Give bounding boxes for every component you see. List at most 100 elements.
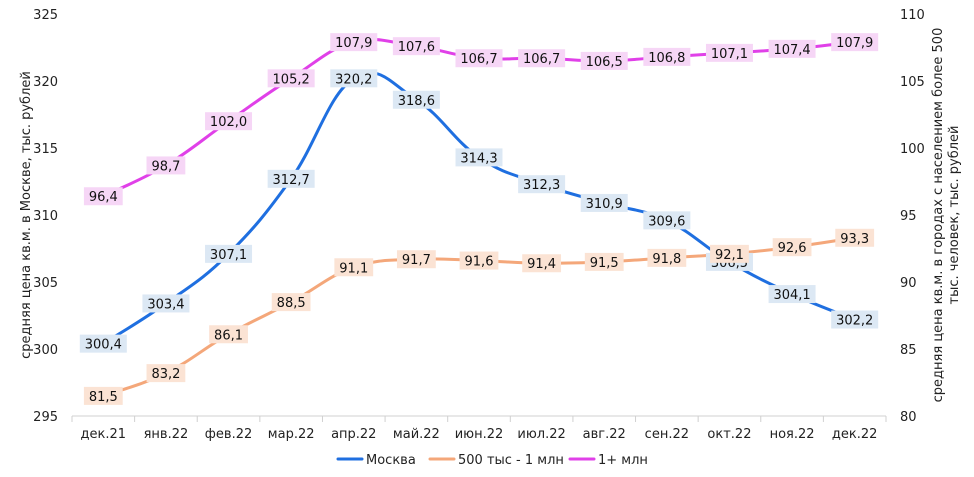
- data-label-bg: [522, 254, 562, 273]
- data-label-bg: [83, 187, 123, 206]
- data-label-bg: [518, 49, 566, 68]
- data-label: 106,7: [460, 52, 497, 67]
- data-label: 92,1: [715, 248, 744, 263]
- data-label: 91,5: [590, 256, 619, 271]
- x-tick-label: дек.22: [832, 427, 878, 442]
- data-label: 91,8: [652, 252, 681, 267]
- data-label-bg: [768, 39, 816, 58]
- data-label: 106,7: [523, 52, 560, 67]
- data-label: 91,6: [465, 255, 494, 270]
- legend-label-0: Москва: [366, 453, 416, 468]
- y-right-tick-label: 90: [900, 276, 917, 291]
- data-label-bg: [459, 251, 499, 270]
- data-label: 88,5: [277, 296, 306, 311]
- y-right-tick-label: 85: [900, 343, 917, 358]
- data-label-bg: [772, 238, 812, 257]
- data-label: 107,9: [836, 36, 873, 51]
- data-label-bg: [83, 386, 123, 405]
- data-label-bg: [79, 334, 127, 353]
- data-label-bg: [455, 148, 503, 167]
- x-tick-label: окт.22: [707, 427, 751, 442]
- data-label-bg: [643, 211, 691, 230]
- axes-layer: дек.21 янв.22 фев.22 мар.22 апр.22 май.22 июн.…: [19, 8, 962, 442]
- y-left-tick-label: 325: [33, 8, 58, 23]
- data-label: 93,3: [840, 232, 869, 247]
- data-label: 312,3: [523, 178, 560, 193]
- legend: Москва 500 тыс - 1 млн 1+ млн: [336, 453, 648, 468]
- data-label-bg: [831, 310, 879, 329]
- y-left-tick-label: 320: [33, 75, 58, 90]
- y-right-tick-label: 110: [900, 8, 925, 23]
- data-label-bg: [267, 69, 315, 88]
- data-label-bg: [835, 228, 875, 247]
- data-label: 107,4: [773, 43, 810, 58]
- data-label: 107,6: [398, 40, 435, 55]
- data-label: 300,4: [85, 338, 122, 353]
- y-left-tick-label: 315: [33, 142, 58, 157]
- y-left-tick-label: 295: [33, 410, 58, 425]
- data-label: 102,0: [210, 115, 247, 130]
- data-label-bg: [455, 49, 503, 68]
- data-label: 105,2: [273, 72, 310, 87]
- data-label: 310,9: [586, 197, 623, 212]
- data-label: 107,9: [335, 36, 372, 51]
- y-left-axis-title: средняя цена кв.м. в Москве, тыс. рублей: [19, 71, 34, 359]
- data-label: 83,2: [151, 367, 180, 382]
- data-label-bg: [831, 33, 879, 52]
- data-label-bg: [146, 156, 186, 175]
- data-label-bg: [330, 69, 378, 88]
- data-label: 106,5: [586, 55, 623, 70]
- y-left-tick-label: 300: [33, 343, 58, 358]
- data-label: 314,3: [460, 151, 497, 166]
- y-right-tick-label: 80: [900, 410, 917, 425]
- data-labels-layer: 300,4 303,4 307,1 312,7 320,2 318,6 314,3 312,3…: [79, 33, 879, 405]
- x-tick-label: дек.21: [81, 427, 127, 442]
- data-label: 96,4: [89, 190, 118, 205]
- data-label: 304,1: [773, 288, 810, 303]
- data-label-bg: [580, 193, 628, 212]
- data-label: 81,5: [89, 390, 118, 405]
- y-left-tick-label: 310: [33, 209, 58, 224]
- x-tick-label: ноя.22: [770, 427, 815, 442]
- data-label-bg: [271, 293, 311, 312]
- data-label-bg: [396, 250, 436, 269]
- data-label-bg: [580, 51, 628, 70]
- data-label-bg: [142, 294, 190, 313]
- data-label: 107,1: [711, 47, 748, 62]
- data-label: 309,6: [648, 214, 685, 229]
- y-right-axis-title-line2: тыс. человек, тыс. рублей: [947, 126, 962, 305]
- data-label: 318,6: [398, 94, 435, 109]
- y-right-tick-label: 95: [900, 209, 917, 224]
- x-tick-label: фев.22: [205, 427, 252, 442]
- data-label: 91,4: [527, 257, 556, 272]
- data-label: 91,7: [402, 253, 431, 268]
- y-left-tick-label: 305: [33, 276, 58, 291]
- data-label-bg: [205, 244, 253, 263]
- legend-label-1: 500 тыс - 1 млн: [458, 453, 564, 468]
- data-label: 86,1: [214, 328, 243, 343]
- data-label: 98,7: [151, 159, 180, 174]
- data-label: 312,7: [273, 173, 310, 188]
- x-tick-label: апр.22: [331, 427, 376, 442]
- data-label-bg: [710, 244, 749, 263]
- data-label-bg: [584, 252, 624, 271]
- data-label-bg: [334, 258, 374, 277]
- data-label-bg: [518, 175, 566, 194]
- data-label-bg: [643, 47, 691, 66]
- y-right-axis-title-line1: средняя цена кв.м. в городах с население…: [931, 28, 946, 403]
- x-tick-label: июл.22: [517, 427, 565, 442]
- data-label: 92,6: [778, 241, 807, 256]
- x-tick-label: янв.22: [144, 427, 189, 442]
- data-label-bg: [647, 248, 687, 267]
- data-label-bg: [392, 37, 440, 56]
- y-right-tick-label: 105: [900, 75, 925, 90]
- data-label-bg: [267, 169, 315, 188]
- data-label: 303,4: [147, 297, 184, 312]
- data-label: 91,1: [339, 261, 368, 276]
- legend-label-2: 1+ млн: [598, 453, 648, 468]
- x-tick-label: авг.22: [583, 427, 626, 442]
- y-right-tick-label: 100: [900, 142, 925, 157]
- data-label-bg: [330, 33, 378, 52]
- data-label-bg: [209, 325, 248, 344]
